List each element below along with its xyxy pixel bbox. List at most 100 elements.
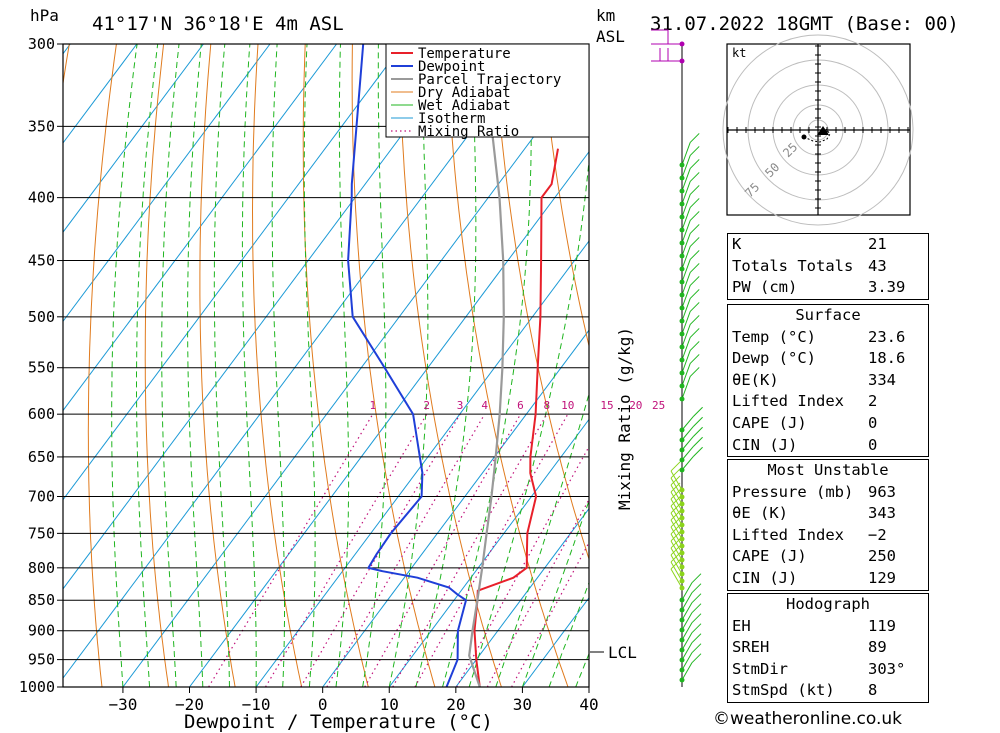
wind-barb	[681, 612, 693, 631]
wind-level-dot	[679, 214, 685, 220]
stats-value-mu-cape: 250	[868, 547, 896, 566]
stats-row-stmdir: StmDir 303°	[728, 659, 928, 681]
wind-barb	[681, 642, 693, 661]
stats-label-stmdir: StmDir	[732, 659, 788, 678]
x-axis-label: Dewpoint / Temperature (°C)	[184, 711, 493, 733]
wet-adiabat-line	[468, 154, 589, 687]
height-unit-sub-label: ASL	[596, 27, 625, 46]
wind-barb	[670, 498, 683, 519]
legend-label-mixing-ratio: Mixing Ratio	[418, 124, 519, 140]
isotherm-line	[122, 61, 589, 687]
stats-row-surface-thetae: θE(K) 334	[728, 370, 928, 392]
datetime-title: 31.07.2022 18GMT (Base: 00)	[650, 13, 959, 35]
wind-level-dot	[679, 175, 685, 181]
isotherm-line	[63, 44, 271, 323]
wind-level-dot	[679, 318, 685, 324]
wind-barb	[681, 220, 691, 244]
hodograph-start-dot	[801, 134, 807, 140]
stats-label-surface-temp: Temp (°C)	[732, 327, 816, 346]
wind-level-dot	[679, 585, 685, 591]
wind-barb-flag	[693, 416, 703, 427]
dry-adiabat-line	[919, 44, 1000, 687]
isotherm-line	[189, 151, 589, 687]
wind-barb	[681, 622, 693, 641]
wind-level-dot	[679, 667, 685, 673]
stats-value-stmspd: 8	[868, 681, 878, 700]
wind-barb-flag	[670, 559, 681, 570]
stats-label-mu-pressure: Pressure (mb)	[732, 482, 854, 501]
mixing-ratio-label: 10	[561, 399, 574, 412]
isotherm-line	[388, 418, 589, 687]
dry-adiabat-line	[493, 44, 589, 561]
stats-row-mu-li: Lifted Index −2	[728, 525, 928, 547]
wind-level-dot	[679, 396, 685, 402]
wind-level-dot	[679, 617, 685, 623]
stats-surface-panel: Surface Temp (°C) 23.6 Dewp (°C) 18.6 θE(K…	[727, 304, 929, 458]
stats-row-eh: EH 119	[728, 616, 928, 638]
stats-value-mu-pressure: 963	[868, 482, 896, 501]
wind-barb	[681, 298, 691, 322]
wind-barb	[681, 602, 693, 621]
location-title: 41°17'N 36°18'E 4m ASL	[92, 13, 344, 35]
wind-barb-flag	[689, 172, 700, 182]
wind-level-dot	[679, 370, 685, 376]
stats-row-surface-cin: CIN (J) 0	[728, 435, 928, 457]
wind-barb-flag	[689, 224, 700, 234]
mixing-ratio-label: 25	[652, 399, 665, 412]
wind-level-dot	[679, 357, 685, 363]
wind-level-dot	[679, 529, 685, 535]
wind-barb	[681, 272, 691, 296]
x-tick-label: 10	[380, 695, 399, 714]
stats-label-surface-li: Lifted Index	[732, 392, 844, 411]
y-tick-label: 350	[28, 117, 55, 135]
lcl-label: LCL	[608, 643, 637, 662]
stats-row-surface-dewp: Dewp (°C) 18.6	[728, 348, 928, 370]
wind-barb-flag	[689, 185, 700, 195]
legend-label-dewpoint: Dewpoint	[418, 59, 485, 75]
y-tick-label: 1000	[19, 678, 55, 696]
isotherm-line	[455, 507, 589, 687]
y-tick-label: 900	[28, 622, 55, 640]
stats-label-totals: Totals Totals	[732, 256, 854, 275]
wind-barb	[670, 470, 683, 491]
wind-barb	[681, 324, 691, 348]
x-tick-label: −10	[242, 695, 271, 714]
wind-level-dot	[679, 305, 685, 311]
stats-row-surface-li: Lifted Index 2	[728, 391, 928, 413]
x-tick-label: 0	[318, 695, 328, 714]
wind-level-dot	[679, 657, 685, 663]
stats-label-eh: EH	[732, 616, 751, 635]
wind-barb	[681, 194, 691, 218]
stats-row-pw: PW (cm) 3.39	[728, 277, 928, 299]
hodograph-ring	[722, 34, 914, 226]
mixing-ratio-line	[264, 413, 428, 687]
wind-barb-flag	[691, 573, 702, 584]
stats-value-mu-thetae: 343	[868, 504, 896, 523]
stats-value-k: 21	[868, 235, 887, 253]
wind-barb	[681, 207, 691, 231]
wind-barb-flag	[689, 211, 700, 221]
wind-level-dot	[679, 292, 685, 298]
stats-label-surface-cape: CAPE (J)	[732, 413, 807, 432]
stats-value-surface-cape: 0	[868, 413, 878, 432]
mixing-ratio-axis-label: Mixing Ratio (g/kg)	[615, 327, 634, 510]
stats-value-mu-li: −2	[868, 525, 887, 544]
wind-level-dot	[679, 564, 685, 570]
stats-row-sreh: SREH 89	[728, 637, 928, 659]
isotherm-line	[63, 44, 537, 679]
stats-hodograph-panel: Hodograph EH 119 SREH 89 StmDir 303° StmSpd…	[727, 593, 929, 703]
x-tick-label: −20	[175, 695, 204, 714]
wind-barb-flag	[689, 289, 700, 299]
stats-label-stmspd: StmSpd (kt)	[732, 681, 835, 700]
wind-level-dot	[679, 578, 685, 584]
wet-adiabat-line	[415, 44, 477, 687]
isotherm-line	[322, 329, 589, 687]
wind-barb	[681, 350, 691, 374]
wind-level-dot	[679, 677, 685, 683]
mixing-ratio-label: 20	[629, 399, 642, 412]
dry-adiabat-line	[351, 44, 436, 687]
wind-barb-flag	[670, 468, 681, 479]
hodograph-unit: kt	[732, 46, 746, 60]
wind-level-dot	[679, 515, 685, 521]
stats-label-surface-cin: CIN (J)	[732, 435, 798, 454]
